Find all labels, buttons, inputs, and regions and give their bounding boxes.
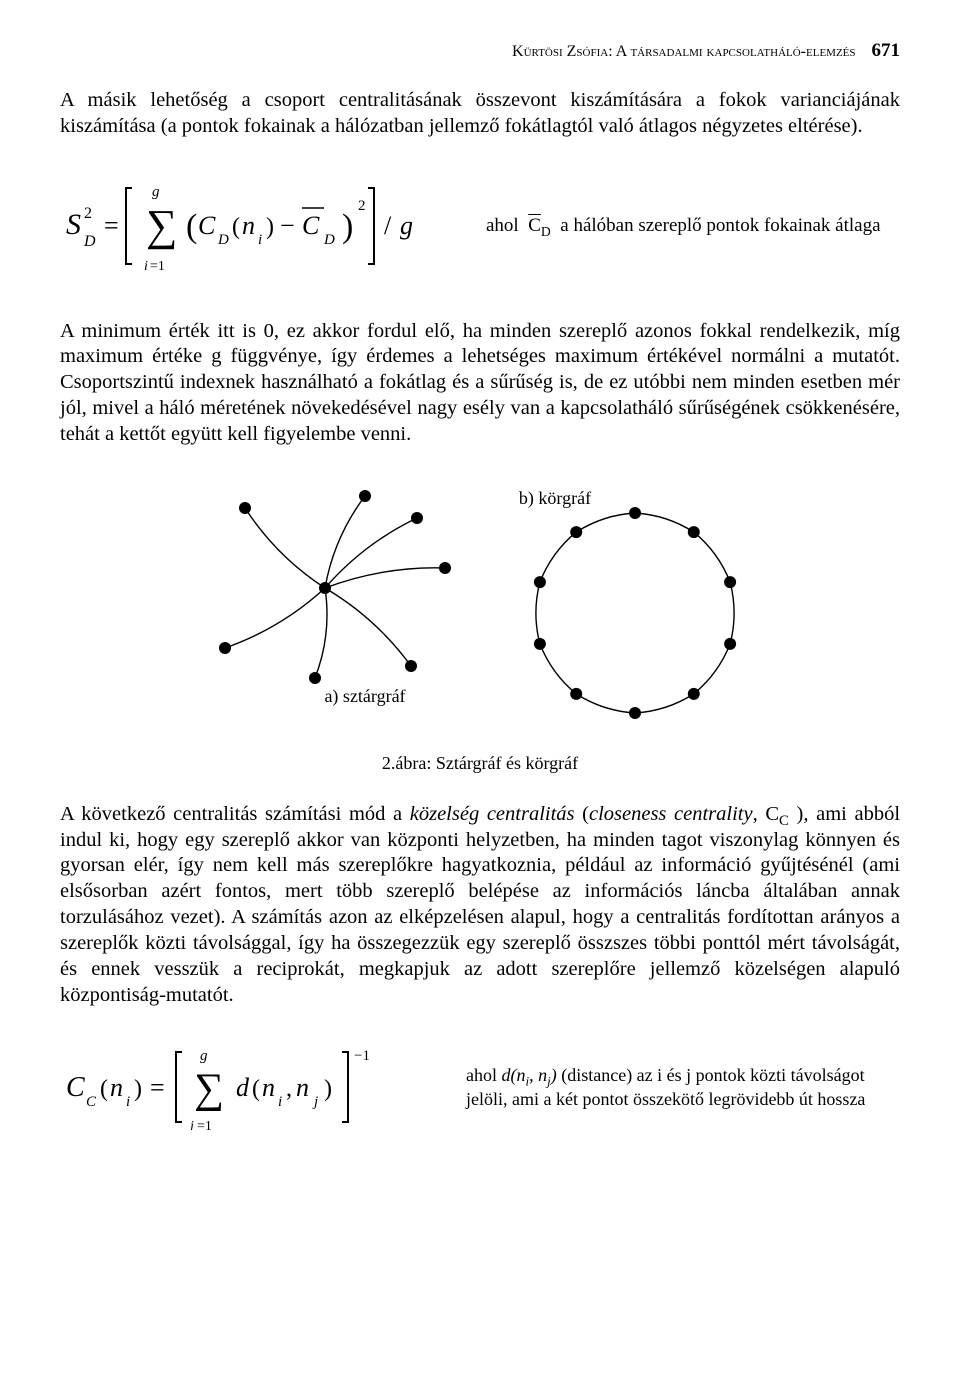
svg-text:): ): [342, 208, 353, 245]
svg-text:n: n: [296, 1073, 309, 1102]
label-a: a) sztárgráf: [324, 686, 405, 707]
svg-text:=: =: [150, 1073, 165, 1102]
svg-text:=1: =1: [150, 259, 165, 274]
svg-text:): ): [324, 1076, 332, 1102]
header-author-title: Kürtösi Zsófia: A társadalmi kapcsolathá…: [512, 43, 855, 60]
svg-text:−1: −1: [354, 1048, 370, 1064]
formula-variance: S 2 D = ∑ g i =1 ( C D ( n i ) −: [66, 174, 900, 279]
svg-text:(: (: [186, 208, 197, 245]
svg-text:D: D: [217, 232, 229, 248]
svg-text:n: n: [110, 1073, 123, 1102]
svg-text:2: 2: [358, 198, 366, 214]
svg-text:g: g: [152, 184, 160, 200]
figure-caption: 2.ábra: Sztárgráf és körgráf: [382, 753, 578, 774]
paragraph-3: A következő centralitás számítási mód a …: [60, 802, 900, 1009]
formula1-desc-after: a hálóban szereplő pontok fokainak átlag…: [560, 215, 880, 236]
figure-graphs: a) sztárgráf b) körgráf 2.ábra: Sztárgrá…: [60, 478, 900, 774]
star-graph: [185, 478, 465, 698]
svg-text:n: n: [242, 211, 255, 240]
svg-text:∑: ∑: [194, 1066, 224, 1112]
svg-text:j: j: [312, 1094, 318, 1110]
svg-text:j: j: [188, 1119, 194, 1130]
svg-text:/: /: [384, 211, 392, 240]
paragraph-1: A másik lehetőség a csoport centralitásá…: [60, 88, 900, 140]
formula-variance-svg: S 2 D = ∑ g i =1 ( C D ( n i ) −: [66, 174, 446, 279]
svg-text:(: (: [252, 1076, 260, 1102]
svg-text:S: S: [66, 208, 81, 241]
svg-text:∑: ∑: [146, 201, 177, 250]
svg-text:(: (: [100, 1076, 108, 1102]
label-b: b) körgráf: [519, 488, 591, 509]
page-header: Kürtösi Zsófia: A társadalmi kapcsolathá…: [60, 40, 900, 62]
svg-text:−: −: [280, 211, 295, 240]
page-number: 671: [872, 40, 901, 61]
svg-text:C: C: [198, 211, 216, 240]
svg-text:(: (: [232, 214, 240, 240]
svg-text:,: ,: [286, 1076, 292, 1102]
svg-text:C: C: [66, 1072, 85, 1103]
svg-text:C: C: [302, 211, 320, 240]
svg-text:D: D: [323, 232, 335, 248]
svg-text:n: n: [262, 1073, 275, 1102]
svg-text:=: =: [104, 211, 119, 240]
formula-closeness: C C ( n i ) = ∑ g j =1 d ( n i , n j: [66, 1038, 900, 1135]
svg-text:i: i: [126, 1094, 130, 1110]
svg-text:2: 2: [84, 205, 92, 222]
svg-text:C: C: [86, 1094, 97, 1110]
svg-text:d: d: [236, 1073, 250, 1102]
svg-text:g: g: [200, 1048, 208, 1064]
formula-closeness-desc: ahol d(ni, nj) (distance) az i és j pont…: [466, 1063, 900, 1112]
svg-text:D: D: [83, 233, 96, 250]
svg-text:): ): [266, 214, 274, 240]
formula-variance-desc: ahol CD a hálóban szereplő pontok fokain…: [486, 213, 881, 239]
paragraph-2: A minimum érték itt is 0, ez akkor fordu…: [60, 319, 900, 448]
formula1-desc-pre: ahol: [486, 215, 523, 236]
svg-text:i: i: [258, 232, 262, 248]
svg-text:=1: =1: [197, 1119, 212, 1130]
svg-text:i: i: [278, 1094, 282, 1110]
svg-text:): ): [134, 1076, 142, 1102]
ring-graph: [495, 503, 775, 723]
svg-text:i: i: [144, 259, 148, 274]
svg-text:g: g: [400, 211, 413, 240]
formula-closeness-svg: C C ( n i ) = ∑ g j =1 d ( n i , n j: [66, 1038, 426, 1135]
